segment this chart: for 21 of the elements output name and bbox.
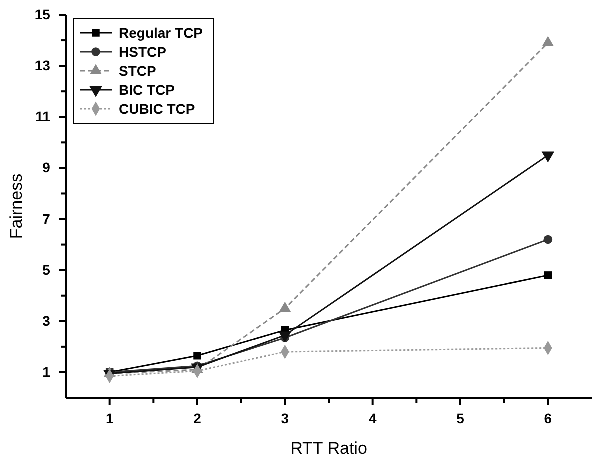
legend-label: Regular TCP <box>119 25 204 41</box>
legend-label: CUBIC TCP <box>119 101 196 117</box>
y-tick-label: 11 <box>36 108 51 125</box>
y-tick-label: 7 <box>42 210 51 227</box>
x-tick-label: 4 <box>368 410 377 426</box>
y-tick-label: 15 <box>34 6 51 22</box>
x-axis-title: RTT Ratio <box>290 439 368 458</box>
legend-label: STCP <box>119 63 156 79</box>
x-tick-label: 1 <box>106 410 114 426</box>
y-tick-label: 13 <box>34 58 51 74</box>
x-tick-label: 6 <box>544 410 552 426</box>
y-axis-title: Fairness <box>7 174 26 240</box>
x-tick-label: 3 <box>281 410 290 426</box>
x-tick-label: 5 <box>456 410 465 426</box>
y-tick-label: 1 <box>42 364 51 380</box>
y-tick-label: 3 <box>42 312 51 329</box>
legend-label: HSTCP <box>119 44 166 60</box>
x-tick-label: 2 <box>194 410 202 426</box>
y-tick-label: 5 <box>42 262 51 278</box>
legend-label: BIC TCP <box>119 82 175 98</box>
y-tick-label: 9 <box>42 160 51 176</box>
